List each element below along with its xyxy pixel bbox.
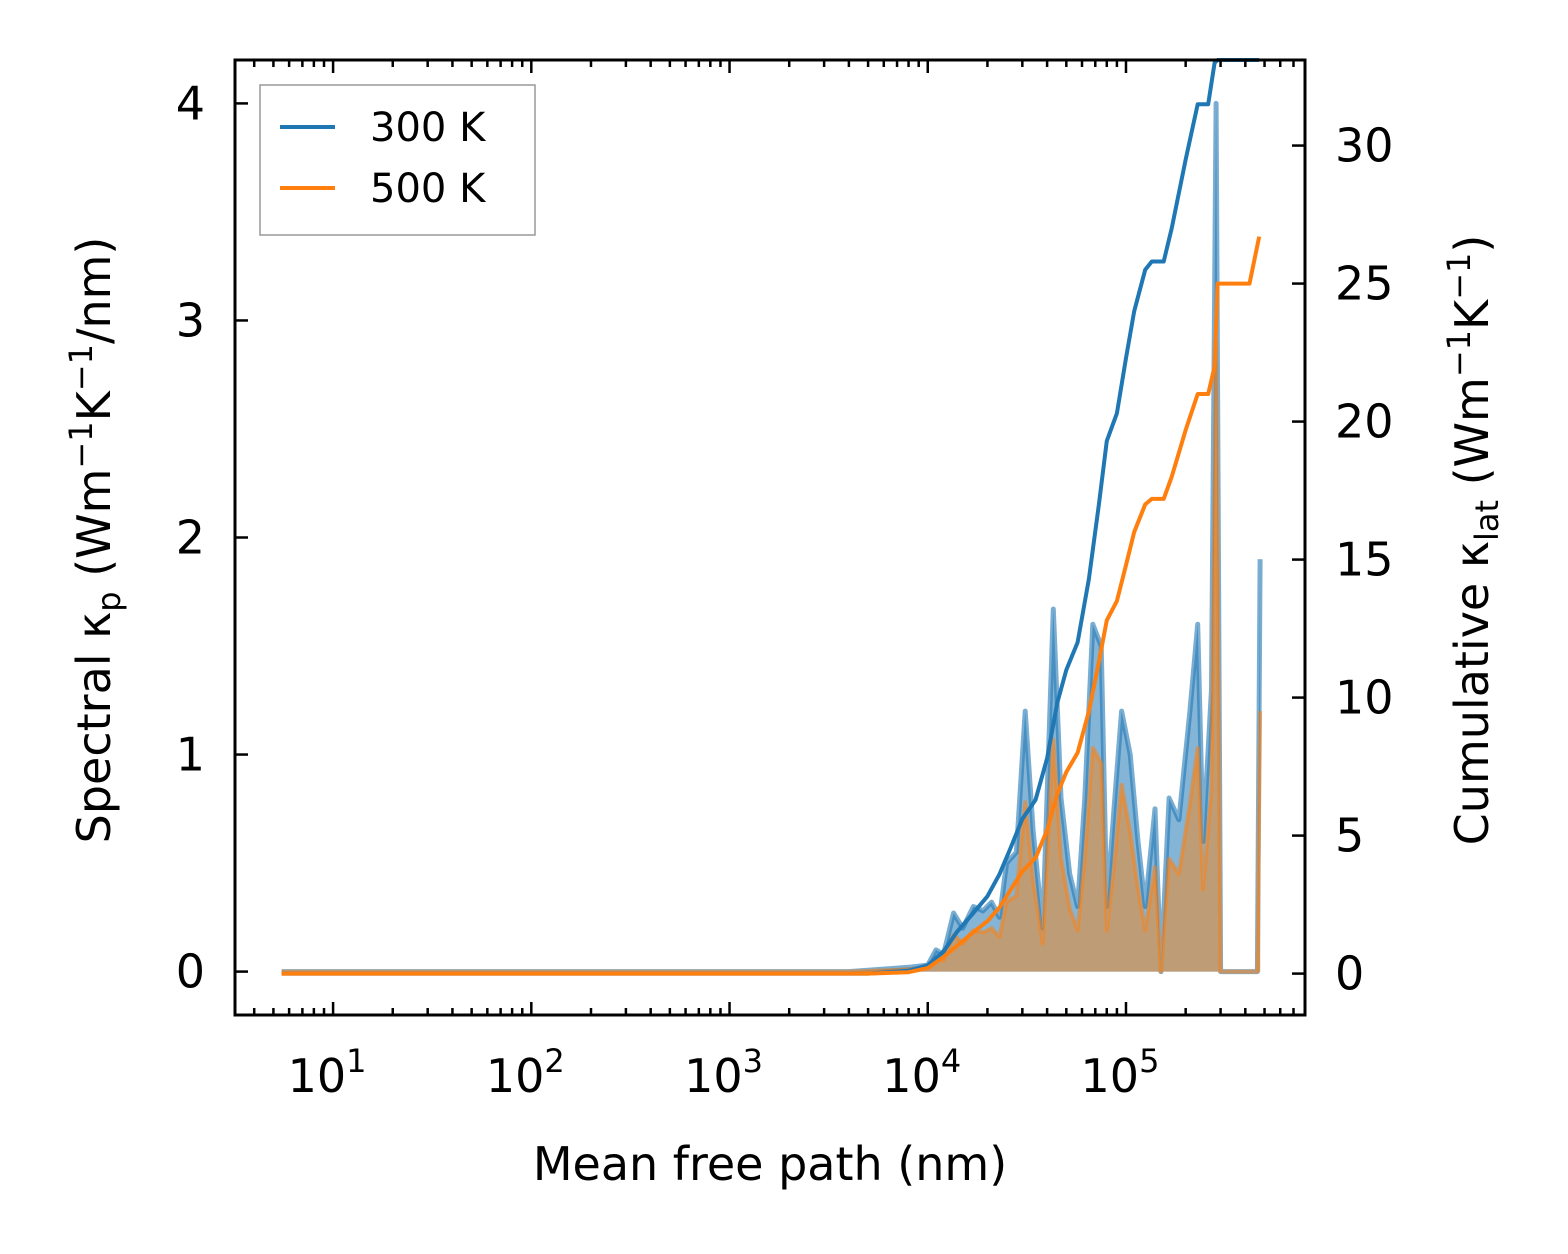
tick-layer: 101 102 103 104 105 0 1 2 3 4 0 5 10 15 20 25 30 bbox=[176, 60, 1394, 1103]
y-left-tick-label: 2 bbox=[176, 511, 205, 565]
x-axis-title: Mean free path (nm) bbox=[533, 1137, 1007, 1191]
y-right-tick-label: 10 bbox=[1335, 671, 1394, 725]
x-tick-label: 102 bbox=[486, 1042, 565, 1103]
cumulative-500k-line bbox=[281, 236, 1262, 976]
cumulative-300k-line bbox=[281, 58, 1260, 976]
plot-frame bbox=[233, 58, 1307, 1017]
y-right-axis-title: Cumulative κlat (Wm−1K−1) bbox=[1440, 235, 1506, 846]
y-right-tick-label: 25 bbox=[1335, 257, 1394, 311]
x-tick-label: 101 bbox=[288, 1042, 367, 1103]
legend-frame bbox=[259, 84, 536, 236]
y-right-tick-label: 0 bbox=[1335, 947, 1364, 1001]
x-tick-label: 104 bbox=[882, 1042, 961, 1103]
x-tick-label: 105 bbox=[1081, 1042, 1160, 1103]
legend: 300 K 500 K bbox=[259, 84, 536, 236]
y-left-tick-label: 0 bbox=[176, 945, 205, 999]
y-left-tick-label: 4 bbox=[176, 76, 205, 130]
y-right-tick-label: 15 bbox=[1335, 533, 1394, 587]
y-right-tick-label: 5 bbox=[1335, 809, 1364, 863]
y-left-tick-label: 1 bbox=[176, 728, 205, 782]
y-left-axis-title: Spectral κp (Wm−1K−1/nm) bbox=[62, 237, 128, 844]
y-right-tick-label: 20 bbox=[1335, 395, 1394, 449]
legend-label-500k: 500 K bbox=[370, 166, 487, 212]
x-tick-label: 103 bbox=[684, 1042, 763, 1103]
y-right-tick-label: 30 bbox=[1335, 119, 1394, 173]
legend-label-300k: 300 K bbox=[370, 105, 487, 151]
y-left-tick-label: 3 bbox=[176, 293, 205, 347]
series-layer bbox=[281, 58, 1263, 976]
